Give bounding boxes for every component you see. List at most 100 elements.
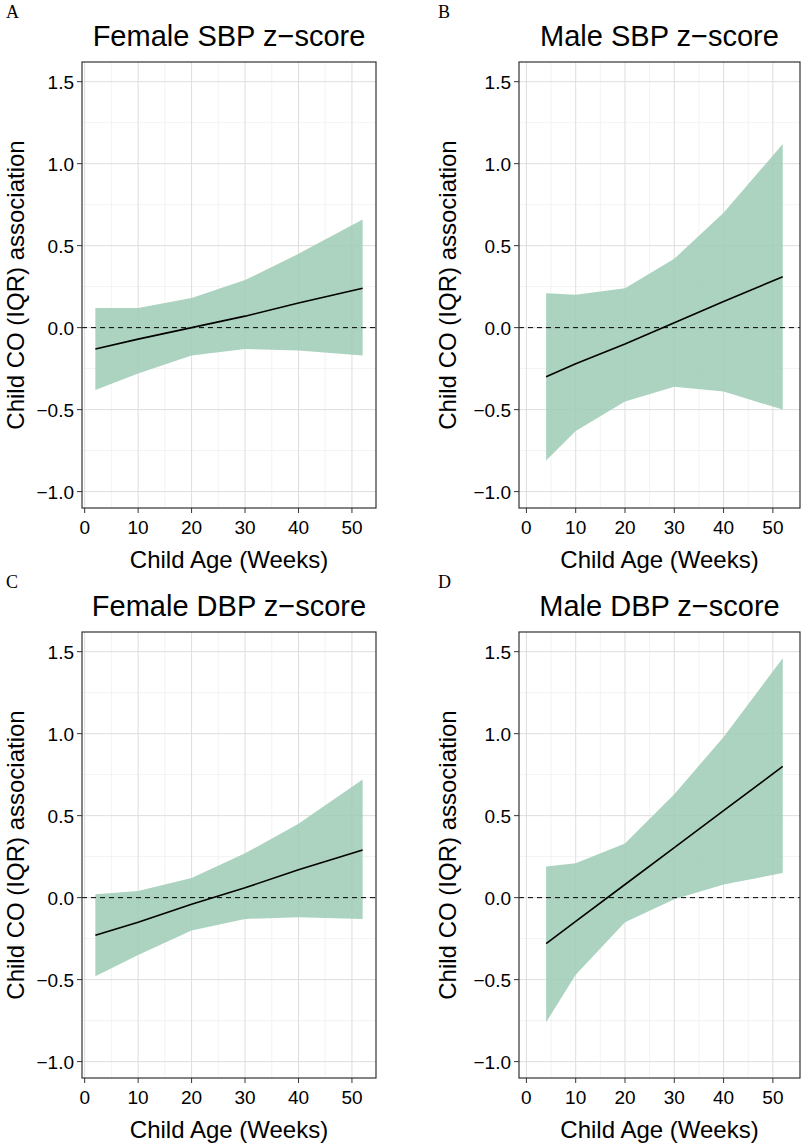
tick xyxy=(77,897,82,898)
y-axis-label: Child CO (IQR) association xyxy=(434,140,461,429)
tick xyxy=(77,733,82,734)
grid-line xyxy=(526,632,527,1078)
tick-label: 0 xyxy=(79,517,90,538)
tick-label: 40 xyxy=(713,517,734,538)
minor-grid xyxy=(164,632,165,1078)
tick xyxy=(772,508,773,513)
reference-line xyxy=(82,327,376,328)
tick-label: −0.5 xyxy=(473,400,511,421)
minor-grid xyxy=(82,692,376,693)
tick-label: 30 xyxy=(234,517,255,538)
tick-label: 30 xyxy=(664,517,685,538)
confidence-band xyxy=(546,658,783,1022)
tick xyxy=(77,1061,82,1062)
tick xyxy=(77,491,82,492)
y-axis-label: Child CO (IQR) association xyxy=(2,710,29,999)
grid-line xyxy=(519,81,800,82)
tick-label: 20 xyxy=(614,517,635,538)
grid-line xyxy=(82,651,376,652)
grid-line xyxy=(191,62,192,508)
tick xyxy=(245,508,246,513)
tick xyxy=(514,897,519,898)
tick xyxy=(298,508,299,513)
title: Male SBP z−score xyxy=(540,20,779,52)
tick-label: 20 xyxy=(181,1087,202,1108)
tick-label: 1.0 xyxy=(485,724,511,745)
panel: DMale DBP z−score−1.0−0.50.00.51.01.5010… xyxy=(434,572,800,1143)
tick xyxy=(526,508,527,513)
plot-area xyxy=(519,144,800,460)
x-axis-label: Child Age (Weeks) xyxy=(560,546,758,573)
tick-label: 1.5 xyxy=(48,642,74,663)
panel: CFemale DBP z−score−1.0−0.50.00.51.01.50… xyxy=(2,572,376,1143)
tick-label: −0.5 xyxy=(36,970,74,991)
estimate-line xyxy=(546,766,783,943)
estimate-line xyxy=(546,277,783,377)
tick xyxy=(514,163,519,164)
tick xyxy=(77,409,82,410)
minor-grid xyxy=(111,62,112,508)
tick xyxy=(514,245,519,246)
tick xyxy=(575,1078,576,1083)
x-axis-label: Child Age (Weeks) xyxy=(130,1116,328,1143)
tick xyxy=(514,1061,519,1062)
minor-grid xyxy=(218,632,219,1078)
tick xyxy=(514,491,519,492)
tick xyxy=(77,651,82,652)
tick xyxy=(624,508,625,513)
figure: AFemale SBP z−score−1.0−0.50.00.51.01.50… xyxy=(0,0,806,1146)
estimate-line xyxy=(95,288,362,349)
minor-grid xyxy=(82,774,376,775)
reference-line xyxy=(519,327,800,328)
panel: BMale SBP z−score−1.0−0.50.00.51.01.5010… xyxy=(434,2,800,573)
title: Female DBP z−score xyxy=(92,590,366,622)
tick xyxy=(772,1078,773,1083)
frame xyxy=(82,632,376,1078)
tick-label: 10 xyxy=(565,517,586,538)
panel-letter: A xyxy=(6,2,19,22)
frame xyxy=(519,632,800,1078)
frame xyxy=(82,62,376,508)
tick xyxy=(84,1078,85,1083)
tick xyxy=(77,327,82,328)
y-axis-label: Child CO (IQR) association xyxy=(434,710,461,999)
tick-label: 1.0 xyxy=(485,154,511,175)
minor-grid xyxy=(82,450,376,451)
tick-label: 0.5 xyxy=(485,236,511,257)
tick-label: 1.0 xyxy=(48,724,74,745)
minor-grid xyxy=(519,122,800,123)
tick-label: 20 xyxy=(181,517,202,538)
x-axis-label: Child Age (Weeks) xyxy=(560,1116,758,1143)
tick-label: 0 xyxy=(521,1087,532,1108)
panel-letter: B xyxy=(438,2,450,22)
grid-line xyxy=(624,62,625,508)
panel-letter: C xyxy=(6,572,18,592)
tick-label: 0.0 xyxy=(485,318,511,339)
plot-area xyxy=(519,658,800,1022)
tick xyxy=(138,508,139,513)
y-axis-label: Child CO (IQR) association xyxy=(2,140,29,429)
tick-label: −0.5 xyxy=(473,970,511,991)
tick-label: 0.5 xyxy=(48,236,74,257)
estimate-line xyxy=(95,850,362,935)
tick-label: 50 xyxy=(341,517,362,538)
grid-line xyxy=(138,632,139,1078)
grid-line xyxy=(191,632,192,1078)
minor-grid xyxy=(82,204,376,205)
title: Male DBP z−score xyxy=(539,590,779,622)
tick-label: 10 xyxy=(565,1087,586,1108)
grid-line xyxy=(526,62,527,508)
grid-line xyxy=(84,632,85,1078)
tick xyxy=(674,1078,675,1083)
tick-label: 40 xyxy=(288,517,309,538)
x-axis-label: Child Age (Weeks) xyxy=(130,546,328,573)
tick-label: 0.0 xyxy=(48,888,74,909)
tick-label: 0.5 xyxy=(48,806,74,827)
tick-label: 1.0 xyxy=(48,154,74,175)
frame xyxy=(519,62,800,508)
tick xyxy=(77,163,82,164)
tick-label: −0.5 xyxy=(36,400,74,421)
grid-line xyxy=(82,163,376,164)
minor-grid xyxy=(82,1020,376,1021)
tick xyxy=(77,979,82,980)
